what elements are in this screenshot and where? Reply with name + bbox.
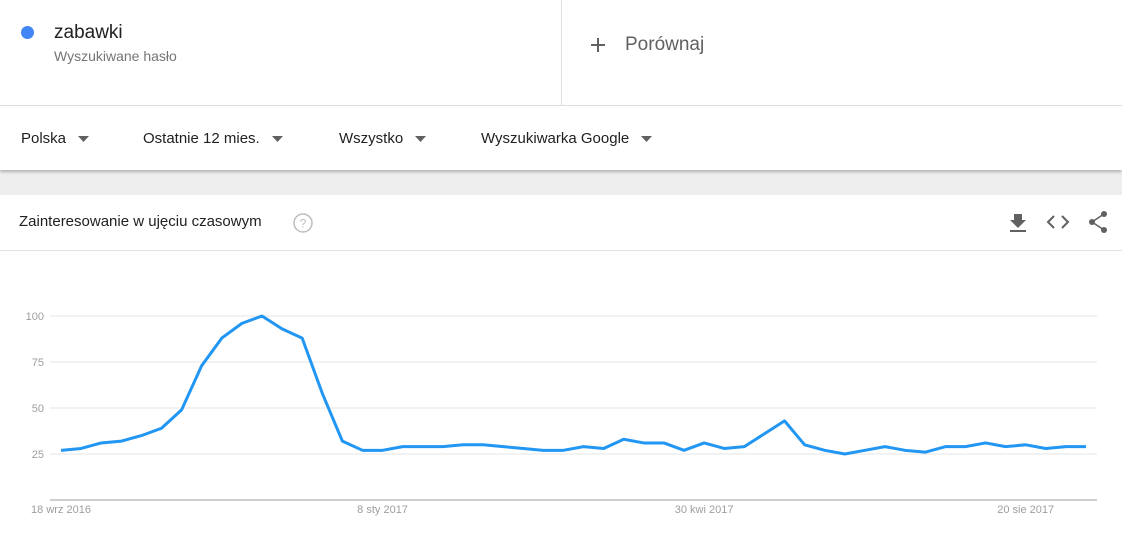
header: zabawki Wyszukiwane hasło Porównaj <box>0 0 1122 106</box>
filter-label: Polska <box>21 130 67 147</box>
term-name[interactable]: zabawki <box>54 22 123 43</box>
section-title: Zainteresowanie w ujęciu czasowym <box>19 213 262 230</box>
chart: 25 50 75 100 18 wrz 2016 8 sty 2017 30 kwi 201… <box>26 311 1097 516</box>
dropdown-arrow <box>415 135 427 142</box>
dropdown-arrow <box>271 135 283 142</box>
x-tick-label: 18 wrz 2016 <box>31 504 91 516</box>
filter-label: Wszystko <box>339 130 404 147</box>
x-tick-label: 30 kwi 2017 <box>675 504 734 516</box>
plus-icon[interactable] <box>589 36 607 54</box>
filter-bar: Polska Ostatnie 12 mies. Wszystko Wyszukiwa… <box>0 106 1122 170</box>
dropdown-arrow <box>641 135 653 142</box>
svg-text:?: ? <box>300 217 307 231</box>
filter-dropdown[interactable]: Ostatnie 12 mies. <box>143 130 283 147</box>
filter-dropdown[interactable]: Wyszukiwarka Google <box>481 130 653 147</box>
filter-dropdown[interactable]: Wszystko <box>339 130 427 147</box>
filter-label: Ostatnie 12 mies. <box>143 130 260 147</box>
download-icon[interactable] <box>1008 211 1028 233</box>
compare-button[interactable]: Porównaj <box>625 34 705 55</box>
trend-line <box>60 314 1086 456</box>
divider <box>0 250 1122 251</box>
filter-label: Wyszukiwarka Google <box>481 130 630 147</box>
separator-band <box>0 170 1122 195</box>
y-tick-label: 75 <box>32 357 44 369</box>
term-color-dot <box>21 26 34 39</box>
term-type: Wyszukiwane hasło <box>54 48 177 64</box>
embed-icon[interactable] <box>1046 212 1070 232</box>
y-tick-label: 25 <box>32 449 44 461</box>
help-icon[interactable]: ? <box>292 212 314 234</box>
y-tick-label: 50 <box>32 403 44 415</box>
filter-dropdown[interactable]: Polska <box>21 130 90 147</box>
dropdown-arrow <box>78 135 90 142</box>
share-icon[interactable] <box>1087 210 1109 234</box>
x-tick-label: 20 sie 2017 <box>997 504 1054 516</box>
y-tick-label: 100 <box>26 311 44 323</box>
x-tick-label: 8 sty 2017 <box>357 504 408 516</box>
divider <box>561 0 562 106</box>
